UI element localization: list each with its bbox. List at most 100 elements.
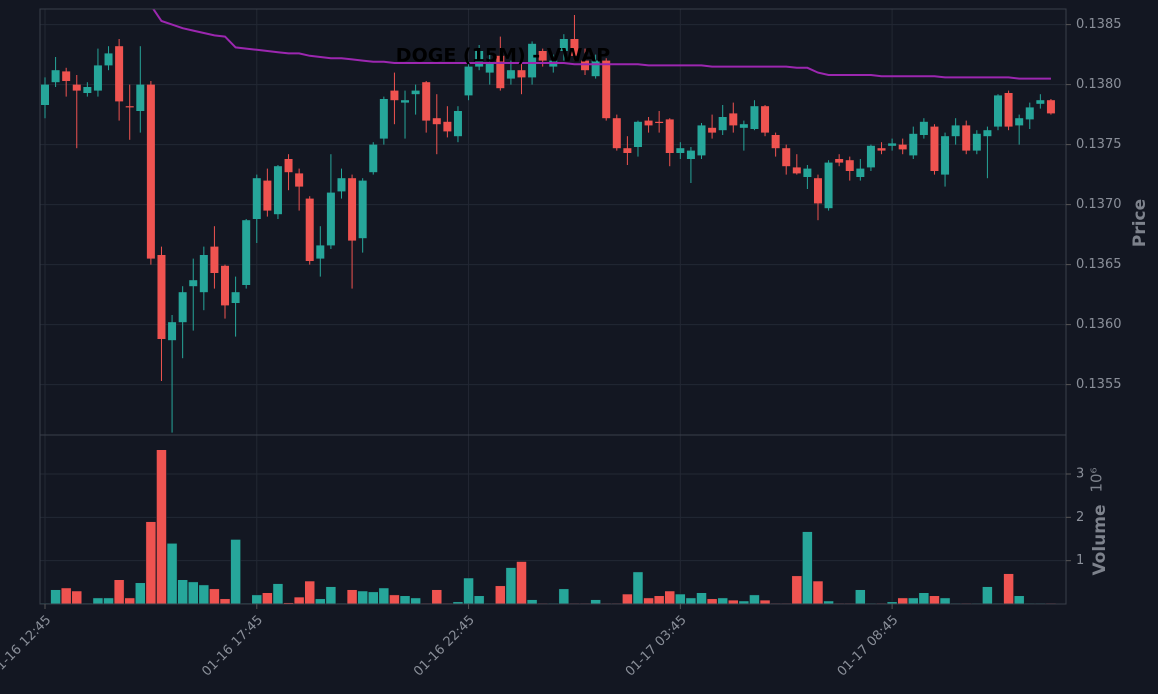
- candle-body: [348, 178, 357, 241]
- candle-body: [708, 127, 717, 133]
- candle-body: [506, 70, 515, 79]
- y-axis-label: Price: [1130, 199, 1150, 247]
- y-tick-label: 0.1380: [1076, 77, 1122, 92]
- volume-bar: [431, 589, 443, 605]
- y-tick-label: 0.1365: [1076, 257, 1122, 272]
- candle-body: [231, 292, 240, 303]
- candle-body: [951, 125, 960, 137]
- volume-bar: [135, 582, 146, 605]
- candle-body: [178, 292, 187, 323]
- candle-body: [104, 53, 113, 66]
- volume-bar: [643, 597, 654, 605]
- volume-bar: [315, 598, 326, 605]
- candle-body: [401, 100, 410, 103]
- volume-bar: [410, 597, 421, 605]
- volume-bar: [156, 449, 167, 605]
- candle-body: [644, 120, 653, 126]
- volume-bar: [71, 590, 83, 605]
- volume-bar: [463, 577, 474, 605]
- volume-bar: [495, 585, 506, 605]
- candle-body: [199, 255, 208, 293]
- volume-bar: [855, 589, 866, 605]
- candle-body: [803, 168, 812, 177]
- volume-bar: [706, 598, 718, 605]
- candle-body: [877, 148, 886, 151]
- volume-bar: [209, 588, 220, 605]
- candle-body: [242, 220, 251, 285]
- volume-bar: [92, 597, 104, 605]
- candle-body: [125, 106, 134, 108]
- candle-body: [62, 71, 71, 81]
- candle-body: [581, 60, 590, 71]
- volume-bar: [177, 579, 188, 605]
- candle-body: [369, 144, 378, 173]
- candle-body: [993, 95, 1002, 127]
- candle-body: [739, 124, 748, 128]
- candle-body: [612, 118, 621, 149]
- marks: [39, 9, 1057, 605]
- x-tick-label: 01-16 17:45: [199, 613, 266, 680]
- candle-body: [750, 106, 759, 129]
- candle-body: [284, 159, 293, 173]
- volume-bar: [1013, 595, 1025, 605]
- volume-bar: [897, 597, 908, 605]
- volume-bar: [908, 597, 919, 605]
- candle-body: [41, 84, 49, 105]
- candle-body: [496, 55, 505, 89]
- y-tick-label: 0.1375: [1076, 137, 1122, 152]
- y-tick-label: 3: [1076, 467, 1084, 482]
- candle-body: [686, 150, 695, 159]
- y-tick-label: 2: [1076, 510, 1084, 525]
- volume-bar: [198, 584, 210, 605]
- y-tick-label: 0.1360: [1076, 317, 1122, 332]
- candle-body: [379, 99, 388, 139]
- candle-body: [888, 143, 897, 146]
- candle-body: [782, 148, 791, 167]
- candle-body: [168, 322, 177, 341]
- candle-body: [559, 39, 568, 51]
- volume-bar: [526, 599, 538, 605]
- volume-bar: [50, 589, 61, 605]
- chart-title: DOGE (15M) - VWAP: [396, 45, 610, 67]
- candle-body: [835, 159, 844, 163]
- candle-body: [263, 180, 272, 211]
- price-frame: [39, 8, 1067, 436]
- volume-bar: [399, 595, 411, 605]
- volume-bar: [802, 531, 813, 605]
- candle-body: [517, 70, 526, 78]
- candle-body: [623, 148, 632, 153]
- volume-bar: [378, 587, 390, 605]
- vwap-line: [152, 9, 1051, 80]
- candle-body: [337, 178, 346, 192]
- candle-body: [792, 167, 801, 174]
- volume-bar: [812, 580, 824, 605]
- candle-body: [390, 90, 399, 101]
- volume-bar: [505, 567, 517, 605]
- volume-bar: [717, 597, 728, 605]
- candle-body: [845, 160, 854, 171]
- y-tick-label: 1: [1076, 553, 1084, 568]
- candle-body: [189, 280, 198, 287]
- candle-body: [591, 60, 600, 77]
- candle-body: [485, 63, 494, 73]
- candle-body: [941, 136, 950, 175]
- x-tick-label: 01-16 12:45: [0, 613, 54, 680]
- candle-body: [824, 162, 833, 209]
- volume-bar: [982, 586, 993, 605]
- candle-body: [146, 84, 155, 259]
- candle-body: [1046, 100, 1055, 114]
- candle-body: [136, 84, 145, 111]
- volume-bar: [230, 539, 241, 605]
- volume-bar: [219, 598, 231, 605]
- candle-body: [856, 168, 865, 177]
- candle-body: [1015, 118, 1024, 126]
- candle-body: [316, 245, 325, 259]
- candle-body: [930, 126, 939, 171]
- volume-bar: [939, 597, 951, 605]
- x-tick-label: 01-16 22:45: [411, 613, 478, 680]
- volume-bar: [389, 594, 400, 605]
- volume-bar: [558, 588, 570, 605]
- volume-bar: [929, 595, 940, 605]
- volume-bar: [346, 589, 358, 605]
- candle-body: [761, 106, 770, 133]
